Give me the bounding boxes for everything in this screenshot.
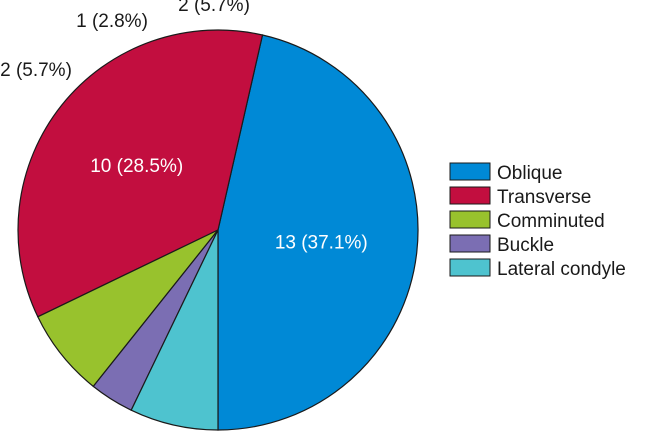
legend-label-lateral-condyle: Lateral condyle — [497, 259, 626, 280]
pie-slice-transverse — [17, 29, 264, 318]
data-label-comminuted: 2 (5.7%) — [0, 60, 72, 81]
legend-label-oblique: Oblique — [497, 163, 563, 184]
legend-swatch-lateral-condyle — [449, 258, 491, 277]
pie-data-labels: 13 (37.1%) 10 (28.5%) 2 (5.7%) 1 (2.8%) 2 (5… — [0, 0, 368, 253]
data-label-buckle: 1 (2.8%) — [76, 11, 148, 32]
data-label-oblique: 13 (37.1%) — [275, 232, 368, 253]
pie-slice-oblique — [217, 34, 419, 431]
legend-swatch-oblique — [449, 162, 491, 181]
legend-label-comminuted: Comminuted — [497, 211, 605, 232]
legend: Oblique Transverse Comminuted Buckle Lateral… — [449, 162, 626, 280]
pie-slice-lateral-condyle — [130, 229, 219, 431]
legend-swatch-comminuted — [449, 210, 491, 229]
data-label-transverse: 10 (28.5%) — [90, 156, 183, 177]
data-label-lateral-condyle: 2 (5.7%) — [178, 0, 250, 16]
pie-slices — [17, 29, 419, 431]
legend-label-buckle: Buckle — [497, 235, 554, 256]
legend-swatch-transverse — [449, 186, 491, 205]
legend-swatch-buckle — [449, 234, 491, 253]
legend-label-transverse: Transverse — [497, 187, 591, 208]
